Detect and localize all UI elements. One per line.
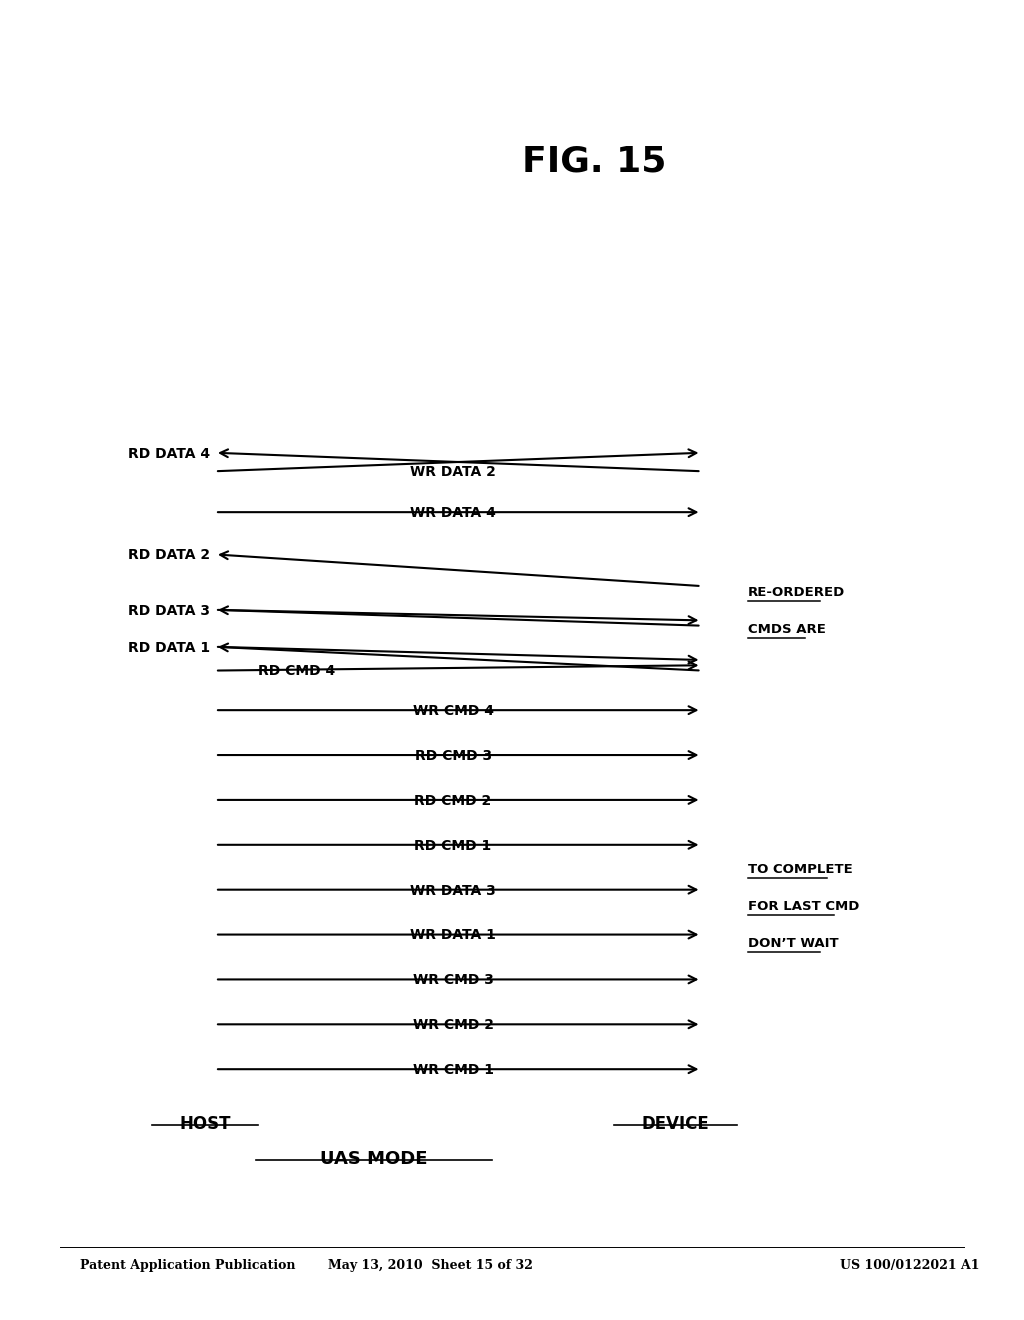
Text: RD CMD 1: RD CMD 1 [415,838,492,853]
Text: RD CMD 4: RD CMD 4 [258,664,336,678]
Text: FIG. 15: FIG. 15 [522,144,666,178]
Text: RD CMD 3: RD CMD 3 [415,748,492,763]
Text: May 13, 2010  Sheet 15 of 32: May 13, 2010 Sheet 15 of 32 [328,1259,532,1272]
Text: RD DATA 1: RD DATA 1 [128,640,210,655]
Text: WR CMD 4: WR CMD 4 [413,704,494,718]
Text: WR DATA 2: WR DATA 2 [411,465,496,479]
Text: RD CMD 2: RD CMD 2 [415,793,492,808]
Text: WR DATA 3: WR DATA 3 [411,883,496,898]
Text: HOST: HOST [179,1114,230,1133]
Text: RD DATA 4: RD DATA 4 [128,446,210,461]
Text: RE-ORDERED: RE-ORDERED [748,586,845,599]
Text: UAS MODE: UAS MODE [321,1150,427,1168]
Text: WR CMD 1: WR CMD 1 [413,1063,494,1077]
Text: FOR LAST CMD: FOR LAST CMD [748,900,859,913]
Text: CMDS ARE: CMDS ARE [748,623,825,636]
Text: DON’T WAIT: DON’T WAIT [748,937,839,950]
Text: WR DATA 1: WR DATA 1 [411,928,496,942]
Text: WR DATA 4: WR DATA 4 [411,506,496,520]
Text: WR CMD 3: WR CMD 3 [413,973,494,987]
Text: WR CMD 2: WR CMD 2 [413,1018,494,1032]
Text: US 100/0122021 A1: US 100/0122021 A1 [840,1259,980,1272]
Text: DEVICE: DEVICE [642,1114,710,1133]
Text: TO COMPLETE: TO COMPLETE [748,863,852,876]
Text: RD DATA 2: RD DATA 2 [128,548,210,562]
Text: RD DATA 3: RD DATA 3 [128,603,210,618]
Text: Patent Application Publication: Patent Application Publication [80,1259,296,1272]
